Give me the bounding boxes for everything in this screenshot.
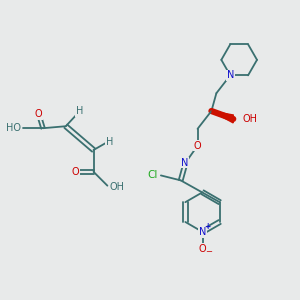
Text: +: + xyxy=(204,222,211,231)
Text: N: N xyxy=(181,158,188,167)
Text: H: H xyxy=(106,137,113,147)
Text: Cl: Cl xyxy=(148,170,158,180)
Text: OH: OH xyxy=(110,182,124,192)
Text: N: N xyxy=(226,70,234,80)
Text: O: O xyxy=(72,167,80,177)
Text: HO: HO xyxy=(6,123,21,133)
Text: OH: OH xyxy=(242,114,257,124)
Text: O: O xyxy=(199,244,206,254)
Text: −: − xyxy=(205,247,212,256)
Text: O: O xyxy=(34,109,42,119)
Text: N: N xyxy=(199,227,206,237)
Text: O: O xyxy=(194,141,201,151)
Text: H: H xyxy=(76,106,83,116)
Polygon shape xyxy=(212,111,233,123)
